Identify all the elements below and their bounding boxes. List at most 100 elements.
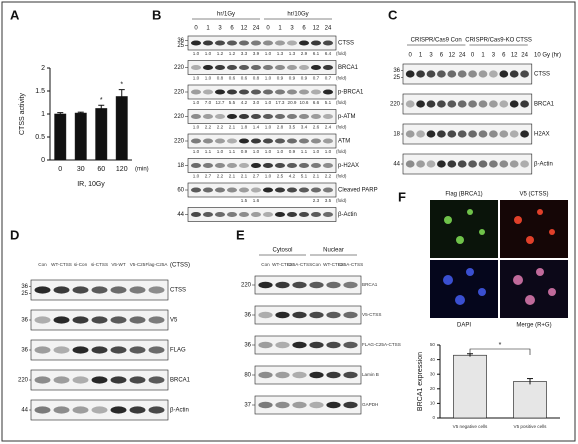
quant-value: 1.0	[265, 174, 272, 179]
quant-value: 1.3	[289, 51, 296, 56]
band	[322, 211, 334, 218]
y-tick-label: 0	[41, 157, 45, 164]
quant-value: 1.0	[277, 149, 284, 154]
band	[53, 286, 70, 294]
quant-value: 0.9	[289, 149, 296, 154]
x-tick-label: V5 negative cells	[453, 424, 488, 429]
band	[214, 211, 226, 218]
band	[258, 311, 273, 319]
quant-value: 1.3	[277, 51, 284, 56]
bar	[74, 112, 87, 161]
band	[34, 316, 51, 324]
band	[447, 160, 457, 168]
band	[262, 40, 274, 46]
band	[214, 89, 226, 95]
protein-label: V5	[170, 318, 178, 324]
image-label: Flag (BRCA1)	[445, 192, 482, 198]
band	[238, 40, 250, 46]
band	[250, 211, 262, 218]
quant-value: 1.0	[193, 51, 200, 56]
group-label: Nuclear	[323, 248, 344, 254]
mw-marker: 18	[393, 132, 400, 138]
mw-marker: 18	[177, 163, 184, 169]
band	[310, 211, 322, 218]
band	[258, 341, 273, 349]
band	[91, 346, 108, 354]
quant-unit: (fold)	[336, 149, 347, 154]
lane-label: 24	[459, 53, 466, 59]
band	[129, 346, 146, 354]
band	[322, 187, 334, 193]
band	[286, 162, 298, 169]
x-unit: (min)	[135, 167, 149, 173]
band	[286, 64, 298, 71]
band	[262, 138, 274, 144]
band	[214, 187, 226, 193]
band	[326, 311, 341, 319]
band	[262, 64, 274, 71]
band	[343, 341, 358, 349]
band	[326, 401, 341, 409]
x-tick-label: 120	[116, 166, 128, 173]
band	[190, 187, 202, 193]
quant-value: 2.6	[313, 125, 320, 130]
lane-label: 12	[313, 26, 320, 32]
image-merge	[500, 260, 568, 318]
quant-value: 0.7	[313, 76, 320, 81]
bar	[115, 96, 128, 161]
band	[190, 113, 202, 120]
band	[238, 113, 250, 120]
quant-value: 1.0	[205, 76, 212, 81]
y-tick-label: 20	[430, 386, 436, 391]
mw-marker: 25	[21, 291, 28, 297]
blot-note: (CTSS)	[170, 263, 190, 269]
band	[292, 371, 307, 379]
group-label: CRISPR/Cas9-KO CTSS	[465, 38, 532, 44]
band	[298, 187, 310, 193]
band	[478, 160, 488, 168]
band	[274, 113, 286, 120]
quant-value: 4.2	[289, 174, 296, 179]
band	[457, 160, 467, 168]
band	[91, 316, 108, 324]
band	[275, 341, 290, 349]
quant-value: 0.7	[325, 76, 332, 81]
band	[322, 113, 334, 120]
band	[437, 100, 446, 108]
band	[310, 113, 322, 120]
band	[274, 64, 286, 71]
mw-marker: 36	[21, 348, 28, 354]
band	[520, 130, 529, 138]
quant-value: 20.9	[288, 100, 297, 105]
band	[262, 211, 274, 218]
band	[499, 70, 509, 78]
mw-marker: 36	[177, 38, 184, 44]
band	[509, 160, 519, 168]
band	[447, 130, 457, 138]
band	[148, 376, 165, 384]
quant-value: 1.5	[241, 198, 248, 203]
band	[457, 70, 467, 78]
mw-marker: 60	[177, 188, 184, 194]
protein-label: FLAG	[170, 348, 186, 354]
protein-label: CTSS	[170, 288, 186, 294]
bar	[453, 354, 487, 419]
band	[326, 341, 341, 349]
x-tick-label: 0	[58, 166, 62, 173]
band	[190, 211, 202, 218]
band	[258, 281, 273, 289]
protein-label: p-ATM	[338, 114, 356, 120]
quant-value: 5.5	[229, 100, 236, 105]
band	[238, 138, 250, 144]
quant-value: 1.0	[253, 149, 260, 154]
protein-label: p-H2AX	[338, 163, 359, 169]
band	[129, 286, 146, 294]
panel-label: D	[10, 227, 19, 242]
band	[343, 371, 358, 379]
band	[286, 113, 298, 120]
quant-value: 2.2	[217, 174, 224, 179]
group-label: hr/10Gy	[287, 12, 308, 18]
quant-value: 0.6	[241, 76, 248, 81]
quant-value: 2.7	[253, 174, 260, 179]
band	[34, 286, 51, 294]
